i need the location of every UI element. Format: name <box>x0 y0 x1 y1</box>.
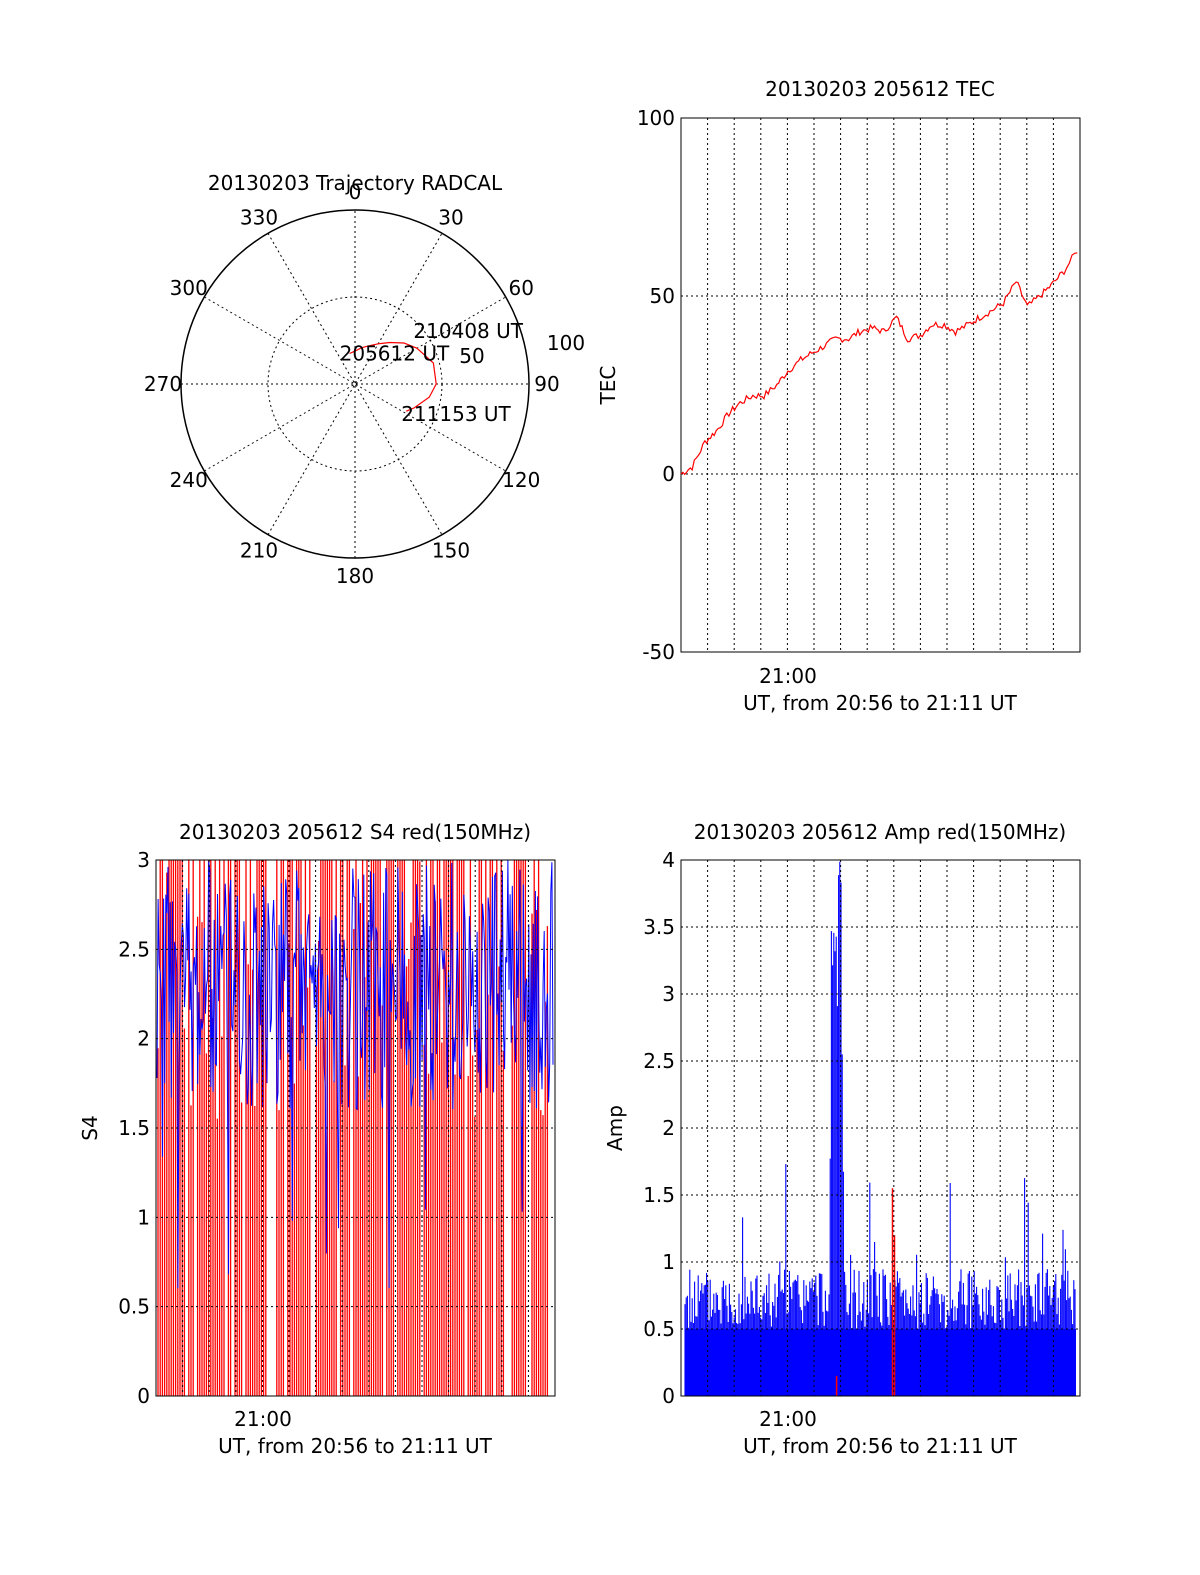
trajectory-start-label: 205612 UT <box>340 342 450 366</box>
s4-y-label: S4 <box>78 1115 102 1140</box>
amp-x-tick-2100: 21:00 <box>759 1407 817 1431</box>
polar-radial-label-50: 50 <box>459 344 484 368</box>
s4-title: 20130203 205612 S4 red(150MHz) <box>179 820 531 844</box>
y-tick-label: 100 <box>637 106 675 130</box>
polar-spoke <box>267 233 443 535</box>
y-tick-label: 0 <box>662 1384 675 1408</box>
y-tick-label: 3 <box>137 848 150 872</box>
y-tick-label: 0 <box>137 1384 150 1408</box>
tec-y-label: TEC <box>596 366 620 406</box>
tec-y-tick-labels: 100 50 0 -50 <box>637 106 675 664</box>
y-tick-label: 1 <box>137 1205 150 1229</box>
s4-frame <box>155 859 556 1397</box>
tec-x-tick-2100: 21:00 <box>759 664 817 688</box>
tec-x-label: UT, from 20:56 to 21:11 UT <box>743 691 1018 715</box>
y-tick-label: 1 <box>662 1250 675 1274</box>
polar-trajectory-chart: 20130203 Trajectory RADCAL 0 30 60 90 120 150… <box>144 171 585 588</box>
polar-trajectory-line <box>349 341 437 412</box>
y-tick-label: 50 <box>650 284 675 308</box>
y-tick-label: 4 <box>662 848 675 872</box>
amp-title: 20130203 205612 Amp red(150MHz) <box>694 820 1066 844</box>
polar-azimuth-labels: 0 30 60 90 120 150 180 210 240 270 300 330 <box>144 180 560 588</box>
y-tick-label: -50 <box>642 640 675 664</box>
s4-chart: 20130203 205612 S4 red(150MHz) 3 2.5 2 1.5 1… <box>78 820 556 1458</box>
polar-azimuth-label: 120 <box>502 468 540 492</box>
polar-azimuth-label: 150 <box>432 538 470 562</box>
polar-title: 20130203 Trajectory RADCAL <box>208 171 503 195</box>
y-tick-label: 2 <box>662 1116 675 1140</box>
y-tick-label: 2.5 <box>118 937 150 961</box>
s4-x-label: UT, from 20:56 to 21:11 UT <box>218 1434 493 1458</box>
y-tick-label: 1.5 <box>643 1183 675 1207</box>
polar-spoke <box>267 233 443 535</box>
amp-chart: 20130203 205612 Amp red(150MHz) 4 3.5 3 2.5… <box>603 820 1081 1458</box>
amp-grid <box>681 860 1080 1396</box>
y-tick-label: 1.5 <box>118 1116 150 1140</box>
amp-red-series <box>835 1188 896 1396</box>
amp-y-label: Amp <box>603 1105 627 1151</box>
polar-spoke <box>204 296 506 472</box>
amp-x-label: UT, from 20:56 to 21:11 UT <box>743 1434 1018 1458</box>
polar-azimuth-label: 30 <box>438 206 463 230</box>
amp-y-tick-labels: 4 3.5 3 2.5 2 1.5 1 0.5 0 <box>643 848 675 1408</box>
polar-azimuth-label: 60 <box>509 276 534 300</box>
polar-azimuth-label: 210 <box>240 538 278 562</box>
y-tick-label: 2 <box>137 1027 150 1051</box>
polar-azimuth-label: 270 <box>144 372 182 396</box>
polar-azimuth-label: 180 <box>336 564 374 588</box>
trajectory-mid-label: 210408 UT <box>413 319 523 343</box>
polar-azimuth-label: 0 <box>349 180 362 204</box>
y-tick-label: 3.5 <box>643 915 675 939</box>
polar-spokes <box>181 210 529 558</box>
tec-title: 20130203 205612 TEC <box>765 77 995 101</box>
polar-azimuth-label: 240 <box>170 468 208 492</box>
y-tick-label: 0.5 <box>118 1295 150 1319</box>
polar-azimuth-label: 90 <box>534 372 559 396</box>
s4-y-tick-labels: 3 2.5 2 1.5 1 0.5 0 <box>118 848 150 1408</box>
y-tick-label: 3 <box>662 982 675 1006</box>
amp-frame <box>680 859 1081 1397</box>
amp-blue-series <box>684 861 1076 1396</box>
y-tick-label: 0 <box>662 462 675 486</box>
y-tick-label: 2.5 <box>643 1049 675 1073</box>
trajectory-end-label: 211153 UT <box>401 402 511 426</box>
y-tick-label: 0.5 <box>643 1317 675 1341</box>
polar-spoke <box>204 296 506 472</box>
tec-grid <box>681 118 1080 652</box>
s4-x-tick-2100: 21:00 <box>234 1407 292 1431</box>
s4-grid <box>156 860 555 1396</box>
tec-series-line <box>680 252 1078 476</box>
polar-azimuth-label: 300 <box>170 276 208 300</box>
polar-radial-label-100: 100 <box>547 331 585 355</box>
tec-chart: 20130203 205612 TEC 100 50 0 -50 21:00 UT, … <box>596 77 1081 715</box>
polar-azimuth-label: 330 <box>240 206 278 230</box>
s4-blue-series <box>156 860 554 1289</box>
tec-frame <box>680 117 1081 653</box>
